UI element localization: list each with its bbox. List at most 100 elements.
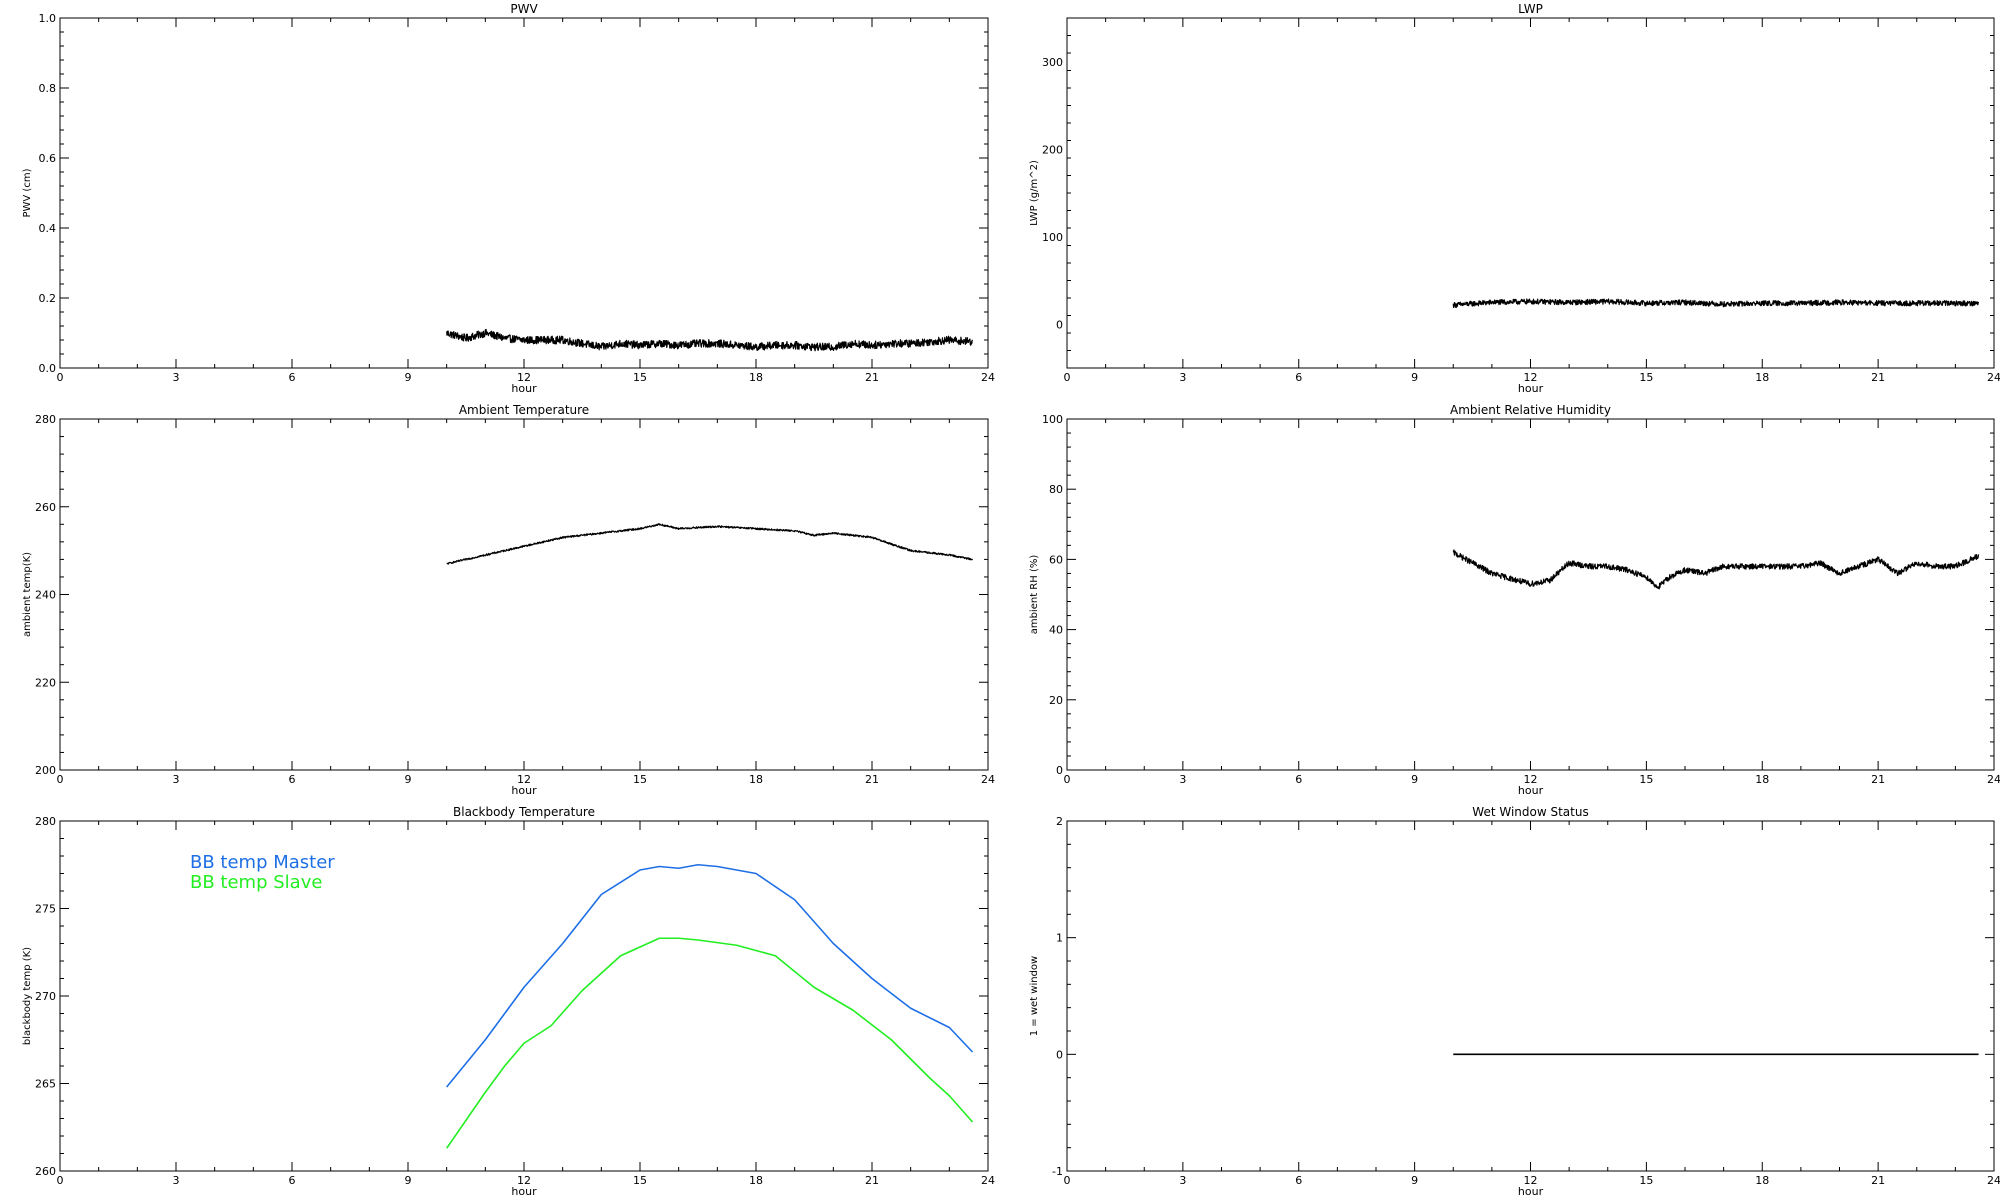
y-tick-label: 2 [1056,815,1063,828]
y-tick-label: 0 [1056,318,1063,331]
x-tick-label: 12 [517,773,531,786]
chart-title: LWP [1518,2,1543,16]
x-tick-label: 15 [1639,773,1653,786]
x-tick-label: 0 [57,773,64,786]
y-tick-label: 60 [1049,553,1063,566]
series-line-3-0 [1452,549,1980,590]
y-tick-label: 220 [35,676,56,689]
x-tick-label: 6 [289,773,296,786]
y-tick-label: 100 [1042,231,1063,244]
x-tick-label: 0 [1064,371,1071,384]
x-tick-label: 12 [517,1174,531,1187]
x-axis-label: hour [1518,784,1544,797]
x-tick-label: 24 [981,1174,995,1187]
x-tick-label: 9 [1411,371,1418,384]
x-tick-label: 15 [633,773,647,786]
x-tick-label: 12 [1524,1174,1538,1187]
x-tick-label: 15 [1639,371,1653,384]
y-axis-label: blackbody temp (K) [22,947,33,1045]
series-line-2-0 [446,522,974,565]
y-tick-label: 240 [35,589,56,602]
y-tick-label: 0 [1056,764,1063,777]
y-tick-label: 0.8 [39,82,57,95]
x-tick-label: 9 [405,773,412,786]
y-tick-label: 280 [35,413,56,426]
x-tick-label: 0 [1064,1174,1071,1187]
chart-panel-2: Ambient Temperature 0 3 6 9 12 15 18 21 24 hour 200… [22,403,995,797]
y-tick-label: 260 [35,501,56,514]
x-tick-label: 9 [1411,773,1418,786]
y-axis-label: LWP (g/m^2) [1029,160,1040,226]
x-tick-label: 3 [173,371,180,384]
y-axis-label: 1 = wet window [1029,956,1040,1036]
x-tick-label: 18 [749,773,763,786]
x-tick-label: 18 [1755,371,1769,384]
x-tick-label: 3 [1179,371,1186,384]
plot-frame [1066,418,1995,771]
x-tick-label: 9 [1411,1174,1418,1187]
chart-title: Ambient Relative Humidity [1450,403,1611,417]
plot-frame [59,17,989,369]
y-axis-label: ambient RH (%) [1029,555,1040,635]
y-tick-label: 0.4 [39,222,57,235]
series-line-4-1 [446,937,974,1149]
y-tick-label: 265 [35,1078,56,1091]
x-tick-label: 6 [289,1174,296,1187]
x-tick-label: 6 [1295,371,1302,384]
x-tick-label: 3 [173,1174,180,1187]
y-tick-label: 40 [1049,624,1063,637]
y-tick-label: 0.0 [39,362,57,375]
x-tick-label: 18 [749,1174,763,1187]
x-tick-label: 0 [57,1174,64,1187]
x-tick-label: 21 [1871,371,1885,384]
y-tick-label: 280 [35,815,56,828]
y-axis-label: ambient temp(K) [22,552,33,637]
y-tick-label: 20 [1049,694,1063,707]
chart-panel-4: Blackbody Temperature 0 3 6 9 12 15 18 21 24 hour 2… [22,805,995,1198]
y-tick-label: -1 [1052,1165,1063,1178]
plot-frame [1066,17,1995,369]
x-tick-label: 9 [405,371,412,384]
x-tick-label: 21 [1871,1174,1885,1187]
x-tick-label: 6 [289,371,296,384]
y-tick-label: 275 [35,903,56,916]
x-axis-label: hour [1518,1185,1544,1198]
x-tick-label: 0 [1064,773,1071,786]
x-axis-label: hour [511,1185,537,1198]
x-axis-label: hour [511,382,537,395]
chart-title: Blackbody Temperature [453,805,595,819]
x-tick-label: 24 [981,371,995,384]
y-tick-label: 0.6 [39,152,57,165]
chart-panel-0: PWV 0 3 6 9 12 15 18 21 24 hour 0.0 0.2 0.4 0.6 0.8 1.0 P… [22,2,995,395]
y-axis-label: PWV (cm) [22,168,33,217]
y-tick-label: 270 [35,990,56,1003]
x-tick-label: 12 [1524,773,1538,786]
series-line-1-0 [1452,298,1980,309]
y-tick-label: 1 [1056,932,1063,945]
x-tick-label: 24 [1987,773,2000,786]
x-tick-label: 24 [981,773,995,786]
chart-title: Wet Window Status [1472,805,1588,819]
x-tick-label: 12 [517,371,531,384]
chart-panel-1: LWP 0 3 6 9 12 15 18 21 24 hour 0 100 200 300 LWP (g/m^… [1029,2,2000,395]
y-tick-label: 100 [1042,413,1063,426]
y-tick-label: 300 [1042,56,1063,69]
x-tick-label: 12 [1524,371,1538,384]
y-tick-label: 80 [1049,483,1063,496]
chart-panel-3: Ambient Relative Humidity 0 3 6 9 12 15 18 21 24 h… [1029,403,2000,797]
x-tick-label: 21 [865,773,879,786]
legend-entry-0: BB temp Master [190,852,335,873]
series-line-0-0 [446,328,974,352]
x-tick-label: 3 [173,773,180,786]
x-tick-label: 21 [865,371,879,384]
x-tick-label: 21 [865,1174,879,1187]
x-tick-label: 0 [57,371,64,384]
y-tick-label: 200 [1042,143,1063,156]
x-tick-label: 3 [1179,1174,1186,1187]
chart-title: PWV [510,2,538,16]
x-tick-label: 21 [1871,773,1885,786]
plot-frame [59,418,989,771]
x-tick-label: 6 [1295,773,1302,786]
x-tick-label: 15 [1639,1174,1653,1187]
